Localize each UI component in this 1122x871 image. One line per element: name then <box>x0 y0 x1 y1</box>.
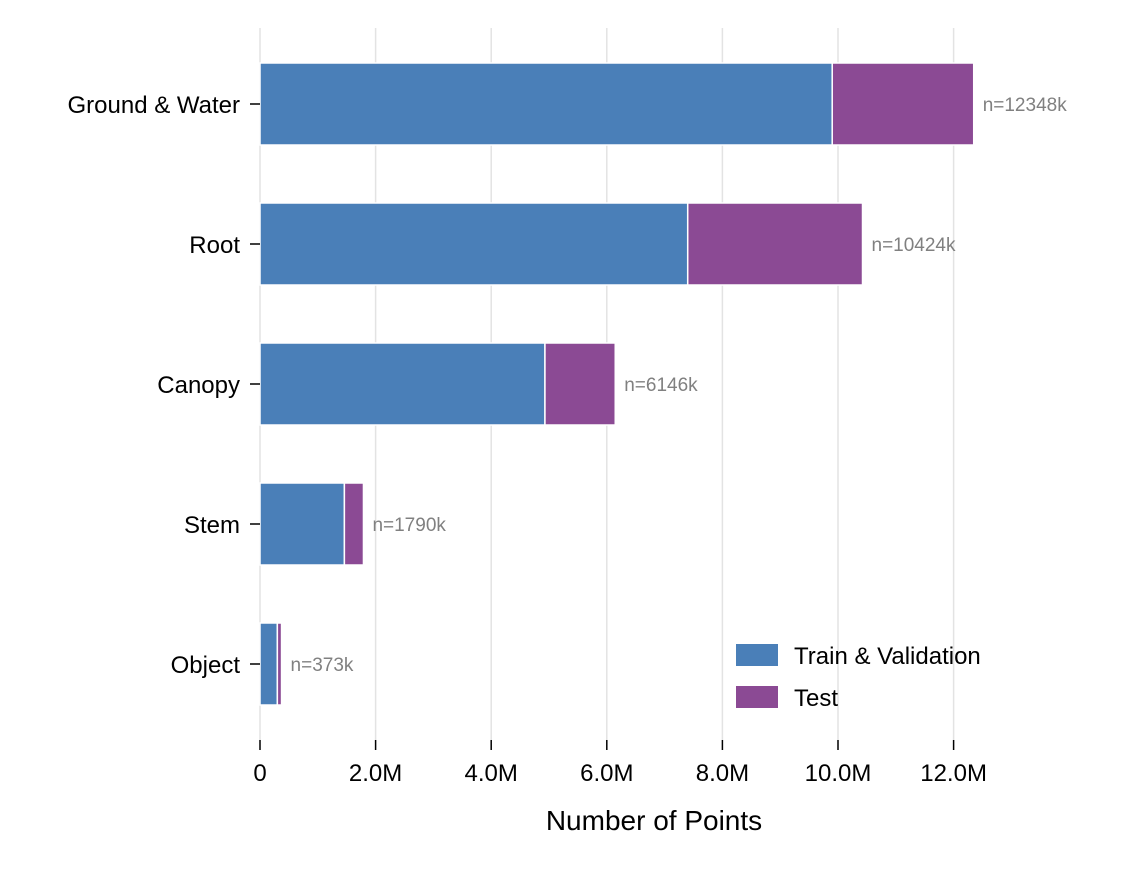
y-tick-label: Root <box>189 232 240 259</box>
bar-total-label: n=10424k <box>872 235 956 256</box>
x-tick-label: 8.0M <box>696 760 749 787</box>
legend-swatch-train-validation <box>736 644 778 666</box>
legend: Train & Validation Test <box>736 643 981 712</box>
x-tick-label: 10.0M <box>805 760 872 787</box>
legend-label-train-validation: Train & Validation <box>794 643 981 670</box>
bar-train-validation <box>259 622 279 706</box>
bar-train-validation <box>259 342 546 426</box>
bar-total-label: n=1790k <box>372 515 446 536</box>
x-tick-label: 2.0M <box>349 760 402 787</box>
bar-test <box>276 622 283 706</box>
x-tick-label: 0 <box>253 760 266 787</box>
bar-total-label: n=6146k <box>624 375 698 396</box>
annotation-layer: n=12348k n=10424k n=6146k n=1790k n=373k <box>291 95 1068 676</box>
axis-layer: 0 2.0M 4.0M 6.0M 8.0M 10.0M 12.0M Ground & Wate… <box>67 92 986 787</box>
bar-train-validation <box>259 202 689 286</box>
bar-total-label: n=12348k <box>983 95 1067 116</box>
x-tick-label: 12.0M <box>920 760 987 787</box>
x-axis-label: Number of Points <box>546 805 762 836</box>
legend-label-test: Test <box>794 685 838 712</box>
x-tick-label: 4.0M <box>465 760 518 787</box>
bar-total-label: n=373k <box>291 655 354 676</box>
y-tick-label: Canopy <box>157 372 240 399</box>
bar-train-validation <box>259 482 346 566</box>
bar-test <box>343 482 365 566</box>
bar-test <box>831 62 975 146</box>
x-tick-label: 6.0M <box>580 760 633 787</box>
bar-test <box>544 342 616 426</box>
bar-layer <box>259 62 975 706</box>
bar-train-validation <box>259 62 833 146</box>
y-tick-label: Stem <box>184 512 240 539</box>
legend-swatch-test <box>736 686 778 708</box>
y-tick-label: Object <box>171 652 241 679</box>
y-tick-label: Ground & Water <box>67 92 240 119</box>
bar-test <box>686 202 864 286</box>
